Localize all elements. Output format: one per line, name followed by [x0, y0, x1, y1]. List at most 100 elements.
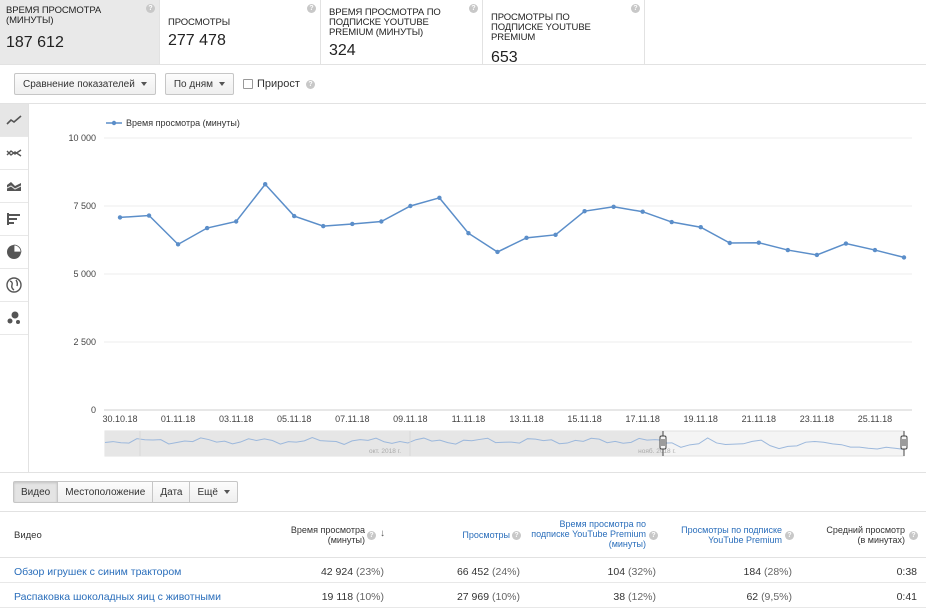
x-tick-label: 17.11.18 — [625, 414, 659, 424]
premium-views-cell: 62 (9,5%) — [746, 591, 792, 603]
data-point — [698, 225, 703, 230]
navigator-mask — [105, 431, 663, 456]
column-header-premium-watch-time[interactable]: Время просмотра по подписке YouTube Prem… — [520, 519, 646, 549]
x-tick-label: 30.10.18 — [102, 414, 137, 424]
data-point — [408, 203, 413, 209]
bar-chart-icon[interactable] — [0, 203, 28, 236]
growth-label[interactable]: Прирост — [257, 78, 300, 90]
metric-card-views[interactable]: ПРОСМОТРЫ 277 478 ? — [160, 0, 321, 64]
help-icon[interactable]: ? — [469, 4, 478, 13]
compare-metrics-label: Сравнение показателей — [23, 78, 135, 90]
help-icon[interactable]: ? — [367, 531, 376, 540]
video-title-link[interactable]: Обзор игрушек с синим трактором — [14, 566, 182, 578]
multi-line-chart-icon[interactable] — [0, 137, 28, 170]
data-point — [669, 219, 674, 225]
column-header-views[interactable]: Просмотры — [462, 530, 510, 540]
data-point — [175, 242, 181, 247]
tab-location[interactable]: Местоположение — [58, 481, 154, 503]
premium-time-cell: 104 (32%) — [608, 566, 656, 578]
help-icon[interactable]: ? — [631, 4, 640, 13]
data-point — [117, 215, 123, 220]
metric-value: 187 612 — [6, 34, 64, 51]
data-point — [204, 225, 210, 231]
column-header-line: Время просмотра — [290, 525, 365, 535]
data-point — [872, 247, 878, 253]
metric-value: 653 — [491, 49, 518, 66]
metric-title: ПРОСМОТРЫ ПО ПОДПИСКЕ YOUTUBE PREMIUM — [491, 12, 591, 43]
metric-card-premium-watch-time[interactable]: ВРЕМЯ ПРОСМОТРА ПО ПОДПИСКЕ YOUTUBE PREM… — [321, 0, 483, 64]
navigator-handle[interactable] — [900, 435, 908, 450]
column-header-line: YouTube Premium — [708, 535, 782, 545]
help-icon[interactable]: ? — [785, 531, 794, 540]
y-tick-label: 0 — [91, 405, 96, 415]
column-header-line: (в минутах) — [857, 535, 906, 545]
help-icon[interactable]: ? — [146, 4, 155, 13]
x-tick-label: 25.11.18 — [858, 414, 892, 424]
line-chart: 0 2 500 5 000 7 500 10 000 30.10.18 01.11.18 0… — [68, 118, 912, 457]
help-icon[interactable]: ? — [305, 79, 315, 89]
help-icon[interactable]: ? — [307, 4, 316, 13]
column-header-avg-view[interactable]: Средний просмотр (в минутах) — [805, 525, 905, 545]
data-point — [437, 195, 442, 201]
growth-checkbox[interactable] — [243, 79, 254, 89]
chevron-down-icon — [219, 82, 226, 86]
tab-more[interactable]: Ещё — [190, 481, 238, 503]
pie-chart-icon[interactable] — [0, 236, 28, 269]
metric-card-watch-time[interactable]: ВРЕМЯ ПРОСМОТРА (МИНУТЫ) 187 612 ? — [0, 0, 160, 64]
column-header-line: Просмотры по подписке — [681, 525, 782, 535]
area-chart-icon[interactable] — [0, 170, 28, 203]
compare-metrics-dropdown[interactable]: Сравнение показателей — [14, 73, 156, 95]
help-icon[interactable]: ? — [649, 531, 658, 540]
x-tick-label: 01.11.18 — [161, 414, 195, 424]
line-chart-icon[interactable] — [0, 104, 28, 137]
data-point — [146, 213, 152, 218]
metric-card-premium-views[interactable]: ПРОСМОТРЫ ПО ПОДПИСКЕ YOUTUBE PREMIUM 65… — [483, 0, 645, 66]
premium-views-percent: (9,5%) — [761, 591, 792, 603]
navigator-handle[interactable] — [659, 435, 667, 450]
legend-label: Время просмотра (минуты) — [126, 118, 240, 128]
premium-time-percent: (32%) — [627, 566, 656, 578]
sort-down-icon[interactable]: ↓ — [380, 528, 385, 539]
column-header-watch-time[interactable]: Время просмотра (минуты) — [270, 525, 365, 545]
data-point — [495, 249, 500, 255]
divider — [0, 472, 926, 473]
data-point — [466, 231, 471, 236]
chevron-down-icon — [223, 490, 230, 494]
period-dropdown[interactable]: По дням — [164, 73, 235, 95]
globe-map-icon[interactable] — [0, 269, 28, 302]
data-point — [756, 240, 762, 245]
divider — [0, 103, 926, 104]
metric-title: ВРЕМЯ ПРОСМОТРА (МИНУТЫ) — [6, 5, 102, 26]
tab-date[interactable]: Дата — [153, 481, 191, 503]
watch-time-percent: (23%) — [355, 566, 384, 578]
x-tick-label: 11.11.18 — [452, 414, 486, 424]
metric-value: 277 478 — [168, 32, 226, 49]
watch-time-cell: 19 118 (10%) — [322, 591, 384, 603]
help-icon[interactable]: ? — [909, 531, 918, 540]
help-icon[interactable]: ? — [512, 531, 521, 540]
x-tick-label: 09.11.18 — [393, 414, 427, 424]
bubble-chart-icon[interactable] — [0, 302, 28, 335]
legend-marker — [111, 120, 117, 126]
data-point — [524, 235, 529, 241]
navigator-series — [104, 436, 905, 450]
column-header-premium-views[interactable]: Просмотры по подписке YouTube Premium — [665, 525, 782, 545]
table-header: Видео Время просмотра (минуты) ? ↓ Просм… — [0, 512, 926, 558]
data-point — [727, 240, 732, 246]
tab-video[interactable]: Видео — [13, 481, 59, 503]
divider — [0, 511, 926, 512]
premium-views-cell: 184 (28%) — [744, 566, 792, 578]
x-tick-label: 19.11.18 — [684, 414, 718, 424]
x-tick-label: 07.11.18 — [335, 414, 369, 424]
x-tick-label: 15.11.18 — [567, 414, 601, 424]
column-header-line: (минуты) — [327, 535, 365, 545]
series-line — [119, 183, 905, 259]
data-point — [379, 219, 384, 224]
video-title-link[interactable]: Распаковка шоколадных яиц с животными — [14, 591, 222, 603]
data-point — [350, 221, 355, 227]
column-header-video[interactable]: Видео — [14, 530, 42, 541]
column-header-line: Время просмотра по — [559, 519, 646, 529]
premium-time-cell: 38 (12%) — [613, 591, 656, 603]
watch-time-percent: (10%) — [355, 591, 384, 603]
navigator-month-label: окт. 2018 г. — [369, 448, 401, 455]
